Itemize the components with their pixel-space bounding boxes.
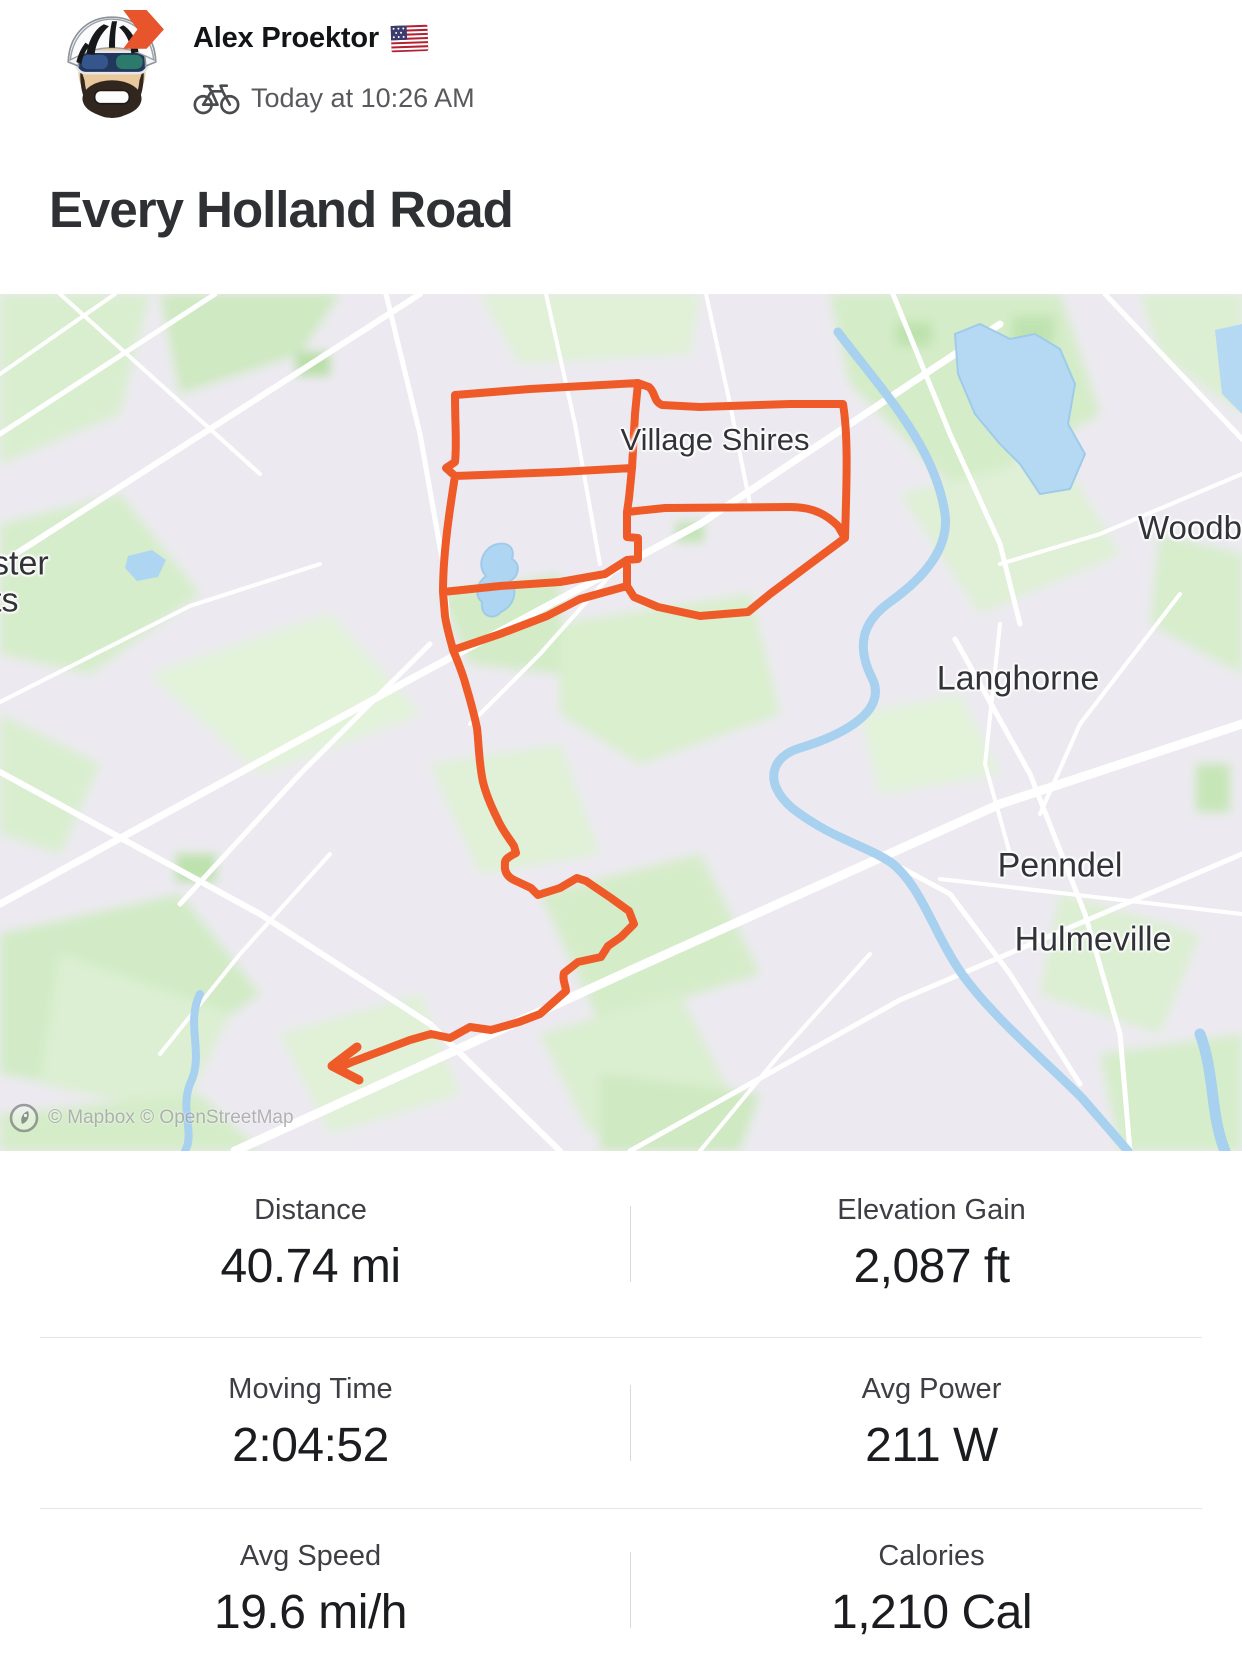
map-label: ster (0, 544, 49, 583)
stat-label: Moving Time (228, 1373, 393, 1405)
stat-cell: Avg Power 211 W (621, 1373, 1242, 1473)
route-path (327, 379, 851, 1085)
map-greens (0, 294, 1242, 1151)
activity-time: Today at 10:26 AM (251, 83, 475, 113)
stat-cell: Calories 1,210 Cal (621, 1540, 1242, 1640)
attribution-text: © Mapbox © OpenStreetMap (48, 1107, 294, 1128)
map-label: Woodb (1138, 509, 1242, 546)
stat-value: 1,210 Cal (831, 1585, 1032, 1639)
map-attribution[interactable]: © Mapbox © OpenStreetMap (8, 1102, 294, 1134)
user-name[interactable]: Alex Proektor (193, 22, 429, 55)
stat-row: Avg Speed 19.6 mi/h Calories 1,210 Cal (0, 1509, 1242, 1670)
route-map[interactable]: Village Shires Woodb Langhorne Penndel Hulme… (0, 294, 1242, 1151)
cyclist-avatar-icon (67, 10, 164, 118)
row-divider (40, 1337, 1202, 1338)
stat-label: Elevation Gain (837, 1194, 1026, 1226)
stats-grid: Distance 40.74 mi Elevation Gain 2,087 ft Mo… (0, 1151, 1242, 1670)
stat-label: Calories (878, 1539, 985, 1572)
stat-value: 2,087 ft (853, 1240, 1010, 1293)
mapbox-logo-icon (9, 1103, 39, 1133)
map-label: Langhorne (936, 659, 1100, 698)
stat-label: Avg Power (861, 1373, 1002, 1405)
stat-value: 2:04:52 (232, 1419, 389, 1472)
stat-label: Distance (254, 1194, 367, 1226)
row-divider (40, 1508, 1202, 1509)
stat-row: Distance 40.74 mi Elevation Gain 2,087 ft (0, 1151, 1242, 1337)
map-label: Village Shires (620, 422, 810, 457)
stat-value: 19.6 mi/h (214, 1585, 407, 1639)
activity-title: Every Holland Road (49, 181, 514, 238)
column-divider (630, 1385, 631, 1461)
user-name-text: Alex Proektor (193, 22, 379, 54)
column-divider (630, 1206, 631, 1282)
map-label: ts (0, 581, 19, 620)
map-label: Penndel (997, 846, 1123, 885)
bicycle-icon (193, 84, 240, 115)
column-divider (630, 1551, 631, 1628)
stat-row: Moving Time 2:04:52 Avg Power 211 W (0, 1338, 1242, 1508)
stat-value: 211 W (865, 1419, 998, 1472)
map-roads (0, 294, 1242, 1151)
stat-label: Avg Speed (239, 1539, 382, 1572)
stat-cell: Distance 40.74 mi (0, 1194, 621, 1294)
stat-cell: Avg Speed 19.6 mi/h (0, 1540, 621, 1640)
stat-cell: Elevation Gain 2,087 ft (621, 1194, 1242, 1294)
avatar[interactable] (56, 6, 168, 124)
us-flag-icon (390, 24, 429, 53)
map-label: Hulmeville (1014, 920, 1172, 959)
stat-value: 40.74 mi (220, 1240, 401, 1293)
route-start-arrow-icon (327, 1042, 364, 1085)
stat-cell: Moving Time 2:04:52 (0, 1373, 621, 1473)
activity-meta: Today at 10:26 AM (193, 82, 475, 115)
map-water (125, 322, 1242, 1151)
basemap (0, 294, 1242, 1151)
